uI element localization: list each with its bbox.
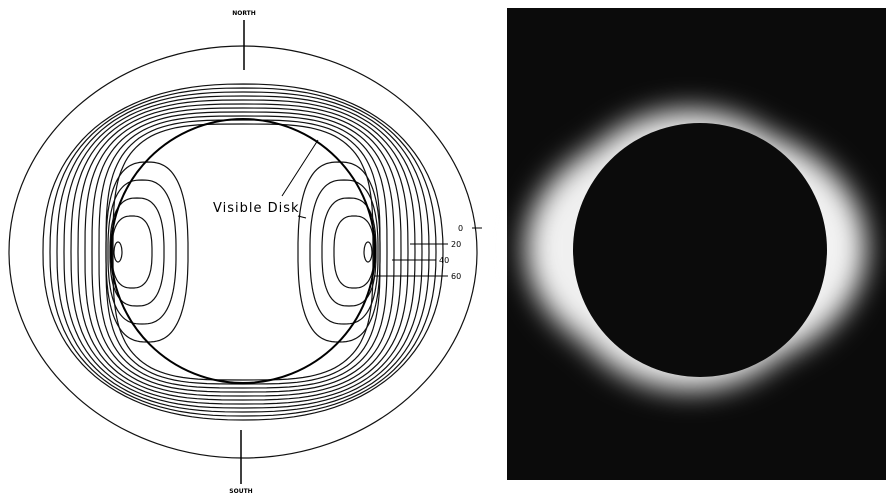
north-label: NORTH: [232, 10, 256, 17]
visible-disk: [110, 118, 376, 384]
contour-line: [309, 179, 379, 325]
contour-label: 40: [439, 256, 449, 265]
contour-label: 0: [458, 224, 463, 233]
diagram-panel: [0, 0, 505, 496]
leader-line: [281, 139, 319, 197]
contour-line: [107, 179, 177, 325]
contour-line: [56, 91, 430, 413]
contour-line: [297, 161, 381, 343]
contour-line: [84, 107, 402, 397]
contour-label: 60: [451, 272, 461, 281]
moon-disk: [573, 123, 827, 377]
contour-line: [98, 115, 388, 389]
contour-line: [42, 83, 444, 421]
contour-line: [91, 111, 395, 393]
contour-label: 20: [451, 240, 461, 249]
contour-line: [109, 197, 165, 307]
contour-line: [105, 161, 189, 343]
contour-line: [63, 95, 423, 409]
disk-label: Visible Disk: [213, 201, 300, 216]
contour-line: [112, 123, 374, 381]
contour-line: [70, 99, 416, 405]
leader-line: [297, 215, 307, 219]
south-label: SOUTH: [229, 488, 252, 495]
contour-line: [77, 103, 409, 401]
contour-line: [363, 241, 373, 263]
contour-line: [333, 215, 375, 289]
contour-line: [8, 45, 478, 459]
contour-line: [49, 87, 437, 417]
contour-line: [113, 241, 123, 263]
